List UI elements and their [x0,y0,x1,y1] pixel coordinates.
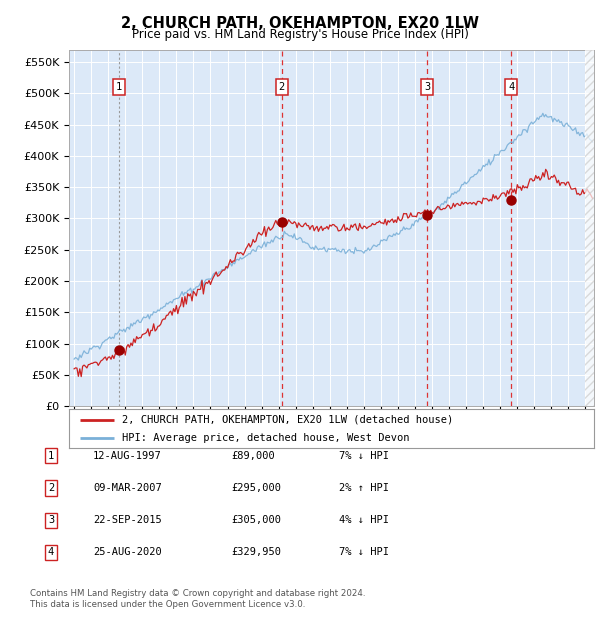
Text: 2, CHURCH PATH, OKEHAMPTON, EX20 1LW: 2, CHURCH PATH, OKEHAMPTON, EX20 1LW [121,16,479,30]
Text: 2, CHURCH PATH, OKEHAMPTON, EX20 1LW (detached house): 2, CHURCH PATH, OKEHAMPTON, EX20 1LW (de… [121,415,453,425]
Text: 2: 2 [48,483,54,493]
Text: 4: 4 [508,82,514,92]
Text: 3: 3 [48,515,54,525]
Text: £329,950: £329,950 [231,547,281,557]
Text: 1: 1 [48,451,54,461]
Text: 1: 1 [116,82,122,92]
Text: 7% ↓ HPI: 7% ↓ HPI [339,547,389,557]
Text: £295,000: £295,000 [231,483,281,493]
Text: 2: 2 [278,82,285,92]
Text: 22-SEP-2015: 22-SEP-2015 [93,515,162,525]
Text: £89,000: £89,000 [231,451,275,461]
Text: Price paid vs. HM Land Registry's House Price Index (HPI): Price paid vs. HM Land Registry's House … [131,28,469,41]
Text: HPI: Average price, detached house, West Devon: HPI: Average price, detached house, West… [121,433,409,443]
Text: 7% ↓ HPI: 7% ↓ HPI [339,451,389,461]
Text: 25-AUG-2020: 25-AUG-2020 [93,547,162,557]
Text: 2% ↑ HPI: 2% ↑ HPI [339,483,389,493]
Text: 12-AUG-1997: 12-AUG-1997 [93,451,162,461]
Text: 3: 3 [424,82,431,92]
Text: 4: 4 [48,547,54,557]
Text: 4% ↓ HPI: 4% ↓ HPI [339,515,389,525]
Text: 09-MAR-2007: 09-MAR-2007 [93,483,162,493]
Text: £305,000: £305,000 [231,515,281,525]
Text: Contains HM Land Registry data © Crown copyright and database right 2024.
This d: Contains HM Land Registry data © Crown c… [30,590,365,609]
